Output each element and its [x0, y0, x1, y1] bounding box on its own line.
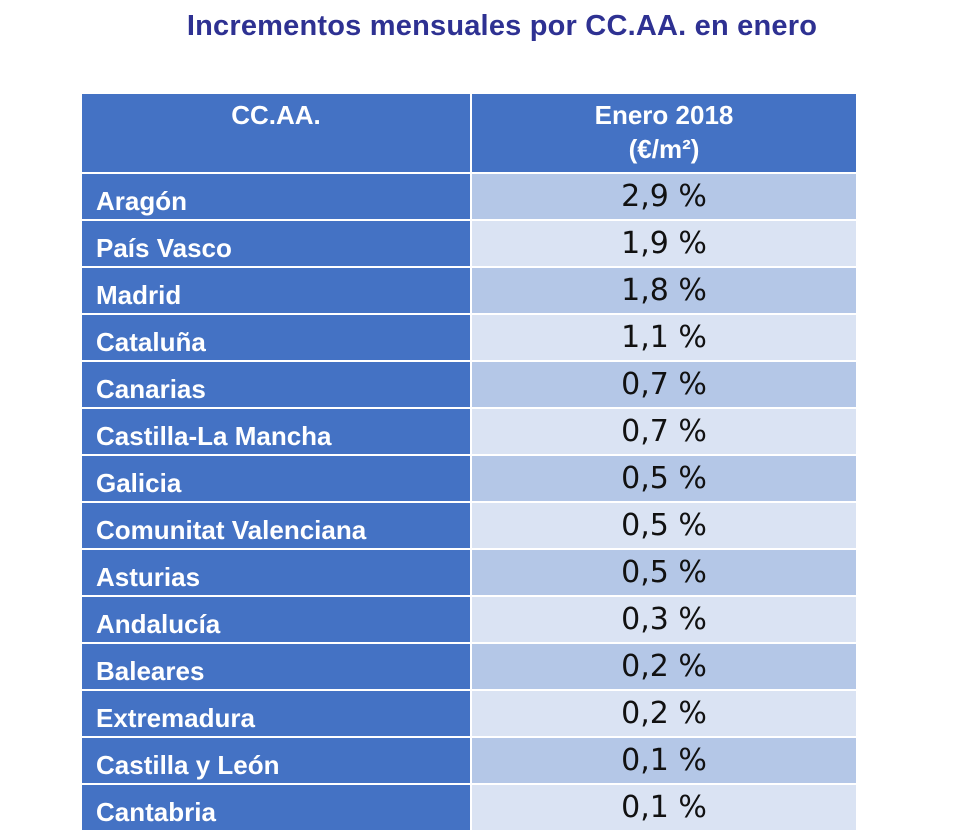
value-cell: 0,7 % — [470, 360, 858, 409]
table-row: Cataluña 1,1 % — [80, 313, 858, 362]
value-cell: 1,8 % — [470, 266, 858, 315]
region-cell: Galicia — [80, 454, 472, 503]
value-cell: 0,2 % — [470, 689, 858, 738]
table-row: Comunitat Valenciana 0,5 % — [80, 501, 858, 550]
value-cell: 0,2 % — [470, 642, 858, 691]
value-cell: 1,9 % — [470, 219, 858, 268]
value-cell: 1,1 % — [470, 313, 858, 362]
table-row: Asturias 0,5 % — [80, 548, 858, 597]
region-cell: Aragón — [80, 172, 472, 221]
table-row: Castilla-La Mancha 0,7 % — [80, 407, 858, 456]
table-row: Aragón 2,9 % — [80, 172, 858, 221]
value-cell: 0,7 % — [470, 407, 858, 456]
column-header-region: CC.AA. — [80, 92, 472, 174]
table-row: País Vasco 1,9 % — [80, 219, 858, 268]
table-row: Extremadura 0,2 % — [80, 689, 858, 738]
region-cell: Extremadura — [80, 689, 472, 738]
value-cell: 0,1 % — [470, 736, 858, 785]
region-cell: Comunitat Valenciana — [80, 501, 472, 550]
region-cell: Asturias — [80, 548, 472, 597]
table-row: Andalucía 0,3 % — [80, 595, 858, 644]
table-row: Canarias 0,7 % — [80, 360, 858, 409]
table-row: Baleares 0,2 % — [80, 642, 858, 691]
table-row: Madrid 1,8 % — [80, 266, 858, 315]
value-cell: 0,5 % — [470, 548, 858, 597]
column-header-value: Enero 2018 (€/m²) — [470, 92, 858, 174]
column-header-region-label: CC.AA. — [231, 100, 321, 130]
value-cell: 0,5 % — [470, 501, 858, 550]
table-header-row: CC.AA. Enero 2018 (€/m²) — [80, 92, 858, 174]
value-cell: 0,1 % — [470, 783, 858, 832]
region-cell: Castilla-La Mancha — [80, 407, 472, 456]
table-row: Castilla y León 0,1 % — [80, 736, 858, 785]
region-cell: Madrid — [80, 266, 472, 315]
region-cell: Cantabria — [80, 783, 472, 832]
region-cell: Canarias — [80, 360, 472, 409]
region-cell: País Vasco — [80, 219, 472, 268]
page-title: Incrementos mensuales por CC.AA. en ener… — [186, 10, 818, 42]
region-cell: Andalucía — [80, 595, 472, 644]
region-cell: Baleares — [80, 642, 472, 691]
value-cell: 0,5 % — [470, 454, 858, 503]
column-header-value-unit: (€/m²) — [628, 134, 700, 164]
table-row: Cantabria 0,1 % — [80, 783, 858, 832]
regions-table: CC.AA. Enero 2018 (€/m²) Aragón 2,9 % País… — [80, 92, 858, 832]
value-cell: 0,3 % — [470, 595, 858, 644]
region-cell: Castilla y León — [80, 736, 472, 785]
table-body: Aragón 2,9 % País Vasco 1,9 % Madrid 1,8 % Cat… — [80, 172, 858, 832]
value-cell: 2,9 % — [470, 172, 858, 221]
column-header-value-label: Enero 2018 — [594, 100, 734, 130]
region-cell: Cataluña — [80, 313, 472, 362]
table-row: Galicia 0,5 % — [80, 454, 858, 503]
